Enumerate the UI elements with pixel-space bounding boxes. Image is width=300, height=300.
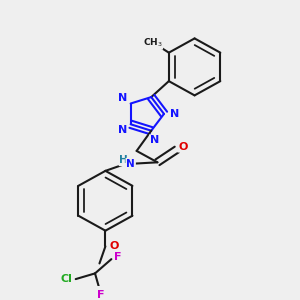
Text: N: N — [150, 135, 159, 145]
Text: H: H — [119, 155, 128, 165]
Text: O: O — [109, 241, 119, 251]
Text: N: N — [170, 109, 179, 119]
Text: N: N — [118, 93, 127, 103]
Text: N: N — [126, 159, 135, 169]
Text: N: N — [118, 125, 127, 135]
Text: CH$_3$: CH$_3$ — [142, 36, 162, 49]
Text: F: F — [97, 290, 105, 300]
Text: Cl: Cl — [60, 274, 72, 284]
Text: F: F — [114, 252, 122, 262]
Text: O: O — [178, 142, 188, 152]
